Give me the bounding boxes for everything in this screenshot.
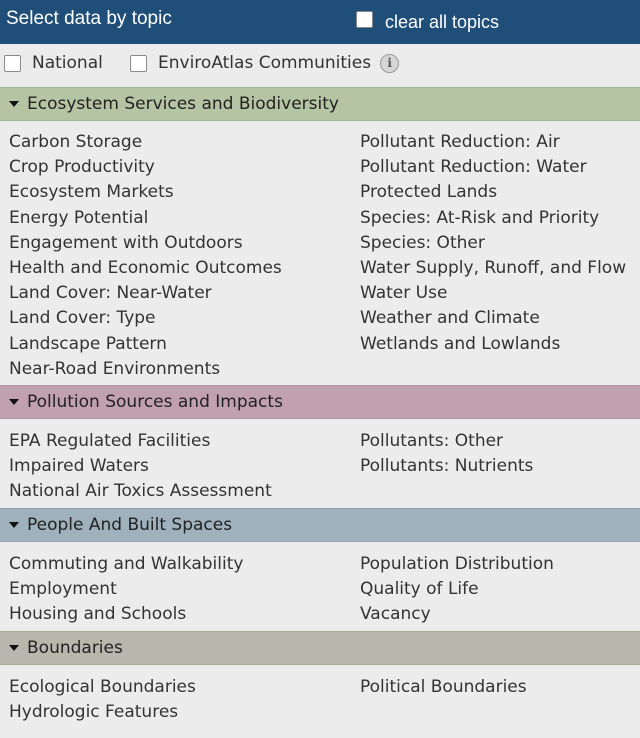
communities-checkbox[interactable]: [130, 54, 147, 72]
section-header-people[interactable]: People And Built Spaces: [0, 508, 640, 542]
topic-link[interactable]: Vacancy: [360, 604, 431, 625]
topic-column-left: Commuting and Walkability Employment Housi…: [9, 552, 243, 628]
communities-filter[interactable]: EnviroAtlas Communities i: [130, 53, 400, 73]
topic-link[interactable]: Hydrologic Features: [9, 702, 179, 723]
communities-label[interactable]: EnviroAtlas Communities: [158, 53, 372, 73]
topic-link[interactable]: Employment: [9, 579, 117, 600]
section-title: Boundaries: [27, 638, 123, 658]
topic-header: Select data by topic clear all topics: [0, 0, 640, 44]
section-header-pollution[interactable]: Pollution Sources and Impacts: [0, 385, 640, 419]
caret-down-icon: [9, 399, 19, 405]
topic-link[interactable]: Impaired Waters: [9, 456, 149, 477]
topic-link[interactable]: Ecosystem Markets: [9, 182, 174, 203]
topic-link[interactable]: Pollutants: Other: [360, 431, 504, 451]
topic-column-left: EPA Regulated Facilities Impaired Waters N…: [9, 429, 272, 505]
caret-down-icon: [9, 645, 19, 651]
topic-link[interactable]: Housing and Schools: [9, 604, 187, 625]
topic-link[interactable]: Species: Other: [360, 232, 485, 253]
section-header-boundaries[interactable]: Boundaries: [0, 631, 640, 665]
national-filter[interactable]: National: [4, 53, 103, 73]
topic-link[interactable]: Water Use: [360, 283, 448, 304]
topic-column-right: Pollutant Reduction: Air Pollutant Reduct…: [360, 130, 626, 357]
topic-link[interactable]: Commuting and Walkability: [9, 554, 244, 574]
topic-link[interactable]: Ecological Boundaries: [9, 677, 196, 697]
header-title: Select data by topic: [6, 8, 172, 29]
topic-link[interactable]: Weather and Climate: [360, 308, 540, 329]
clear-all-label[interactable]: clear all topics: [385, 11, 500, 32]
filter-row: National EnviroAtlas Communities i: [0, 50, 640, 80]
topic-link[interactable]: Engagement with Outdoors: [9, 232, 243, 253]
section-title: People And Built Spaces: [27, 515, 233, 535]
national-label[interactable]: National: [32, 53, 103, 73]
topic-link[interactable]: Crop Productivity: [9, 157, 155, 178]
topic-link[interactable]: Political Boundaries: [360, 677, 527, 697]
topic-link[interactable]: Health and Economic Outcomes: [9, 257, 282, 278]
topic-link[interactable]: Species: At-Risk and Priority: [360, 207, 600, 228]
topic-link[interactable]: Quality of Life: [360, 579, 479, 600]
topic-link[interactable]: National Air Toxics Assessment: [9, 481, 272, 502]
topic-link[interactable]: EPA Regulated Facilities: [9, 431, 211, 451]
topic-link[interactable]: Land Cover: Near-Water: [9, 283, 212, 304]
topic-column-right: Political Boundaries: [360, 675, 527, 700]
caret-down-icon: [9, 522, 19, 528]
topic-link[interactable]: Water Supply, Runoff, and Flow: [360, 257, 627, 278]
section-title: Ecosystem Services and Biodiversity: [27, 94, 339, 114]
section-title: Pollution Sources and Impacts: [27, 392, 283, 412]
topic-link[interactable]: Energy Potential: [9, 207, 149, 228]
clear-all-topics[interactable]: clear all topics: [356, 10, 499, 34]
topic-link[interactable]: Carbon Storage: [9, 132, 143, 152]
topic-link[interactable]: Protected Lands: [360, 182, 498, 203]
national-checkbox[interactable]: [4, 54, 21, 72]
topic-link[interactable]: Pollutant Reduction: Water: [360, 157, 587, 178]
topic-column-right: Pollutants: Other Pollutants: Nutrients: [360, 429, 533, 479]
topic-column-left: Ecological Boundaries Hydrologic Features: [9, 675, 196, 725]
topic-link[interactable]: Pollutant Reduction: Air: [360, 132, 560, 152]
info-icon[interactable]: i: [380, 53, 400, 73]
topic-link[interactable]: Land Cover: Type: [9, 308, 156, 329]
clear-all-checkbox[interactable]: [356, 10, 373, 28]
topic-column-right: Population Distribution Quality of Life Va…: [360, 552, 554, 628]
section-header-ecosystem[interactable]: Ecosystem Services and Biodiversity: [0, 87, 640, 121]
topic-column-left: Carbon Storage Crop Productivity Ecosystem…: [9, 130, 282, 382]
topic-link[interactable]: Landscape Pattern: [9, 333, 167, 354]
topic-link[interactable]: Wetlands and Lowlands: [360, 333, 561, 354]
topic-link[interactable]: Population Distribution: [360, 554, 554, 574]
topic-link[interactable]: Pollutants: Nutrients: [360, 456, 534, 477]
topic-link[interactable]: Near-Road Environments: [9, 358, 221, 379]
caret-down-icon: [9, 101, 19, 107]
